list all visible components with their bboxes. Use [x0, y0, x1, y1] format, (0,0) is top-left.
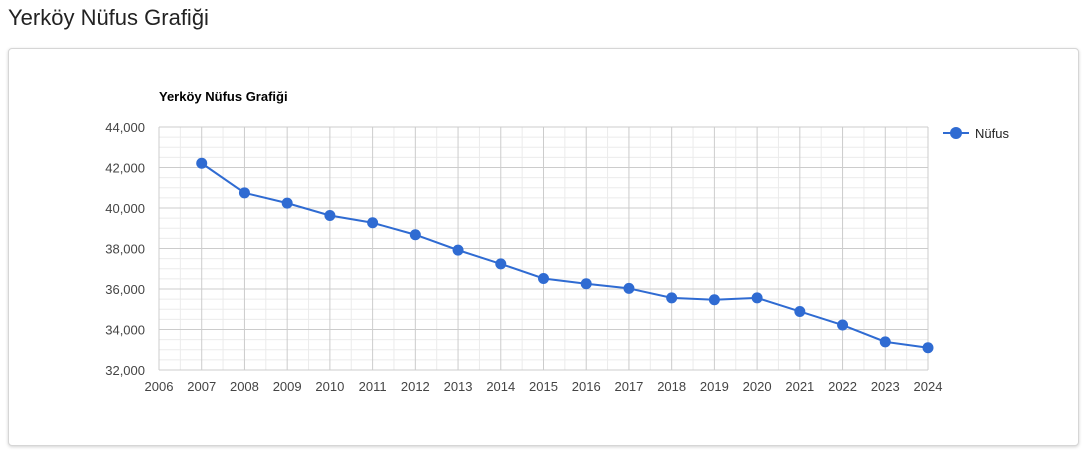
x-tick-label: 2022	[828, 379, 857, 394]
data-point[interactable]	[666, 292, 678, 304]
page-title: Yerköy Nüfus Grafiği	[8, 5, 209, 30]
legend[interactable]: Nüfus	[943, 126, 1009, 141]
x-tick-label: 2021	[785, 379, 814, 394]
y-tick-label: 36,000	[105, 282, 145, 297]
x-tick-label: 2006	[145, 379, 174, 394]
data-point[interactable]	[922, 342, 934, 354]
data-point[interactable]	[367, 217, 379, 229]
data-point[interactable]	[879, 336, 891, 348]
data-point[interactable]	[538, 272, 549, 284]
data-point[interactable]	[495, 258, 507, 270]
y-tick-label: 32,000	[105, 363, 145, 378]
x-tick-label: 2016	[572, 379, 601, 394]
x-tick-label: 2008	[230, 379, 259, 394]
x-tick-label: 2010	[315, 379, 344, 394]
data-point[interactable]	[452, 244, 464, 256]
data-point[interactable]	[324, 209, 336, 221]
x-tick-label: 2014	[486, 379, 515, 394]
data-point[interactable]	[281, 197, 293, 209]
series-line	[201, 162, 929, 349]
data-point[interactable]	[708, 294, 720, 306]
x-axis-ticks: 2006 2007 2008 2009 2010 2011 2012 2013 2014 2015…	[145, 379, 943, 394]
data-point[interactable]	[751, 292, 763, 304]
y-axis-ticks: 32,000 34,000 36,000 38,000 40,000 42,000 44,0…	[105, 120, 145, 378]
y-tick-label: 38,000	[105, 242, 145, 257]
x-tick-label: 2012	[401, 379, 430, 394]
x-tick-label: 2015	[529, 379, 558, 394]
data-point[interactable]	[794, 305, 806, 317]
x-tick-label: 2009	[273, 379, 302, 394]
x-tick-label: 2017	[614, 379, 643, 394]
data-point[interactable]	[196, 157, 208, 169]
x-tick-label: 2018	[657, 379, 686, 394]
x-tick-label: 2024	[914, 379, 943, 394]
x-tick-label: 2007	[187, 379, 216, 394]
y-tick-label: 40,000	[105, 201, 145, 216]
data-point[interactable]	[623, 282, 635, 294]
y-tick-label: 42,000	[105, 161, 145, 176]
x-tick-label: 2011	[359, 379, 387, 394]
y-tick-label: 44,000	[105, 120, 145, 135]
x-tick-label: 2020	[743, 379, 772, 394]
x-tick-label: 2019	[700, 379, 729, 394]
y-tick-label: 34,000	[105, 323, 145, 338]
chart-title: Yerköy Nüfus Grafiği	[159, 89, 288, 104]
legend-label: Nüfus	[975, 126, 1009, 141]
x-tick-label: 2023	[871, 379, 900, 394]
series-group	[196, 157, 934, 354]
data-point[interactable]	[238, 187, 250, 199]
data-point[interactable]	[580, 278, 592, 290]
legend-marker-icon	[950, 127, 962, 139]
data-point[interactable]	[409, 229, 421, 241]
major-gridlines	[158, 126, 929, 371]
data-point[interactable]	[837, 319, 849, 331]
x-tick-label: 2013	[444, 379, 473, 394]
